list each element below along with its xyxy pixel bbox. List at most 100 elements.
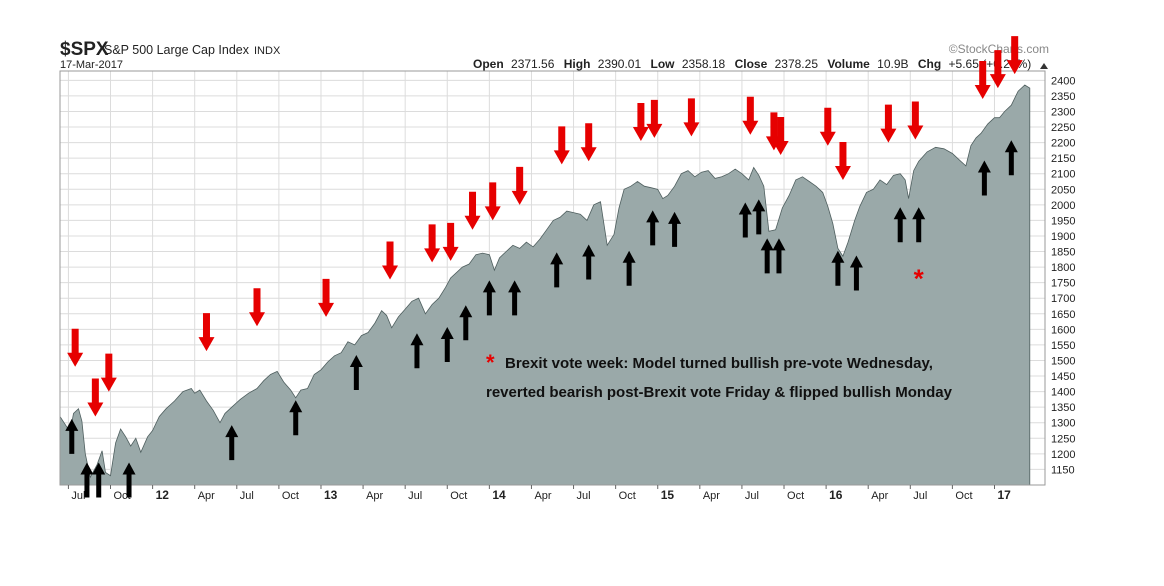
y-tick-label-4: 1350 <box>1051 402 1075 414</box>
price-area-fill <box>59 84 1031 486</box>
annotation-line-2: reverted bearish post-Brexit vote Friday… <box>486 384 953 401</box>
sell-arrow-icon-3 <box>198 313 215 352</box>
x-tick-label-1: Oct <box>114 490 131 502</box>
low-label: Low <box>651 57 676 71</box>
buy-arrow-icon-0 <box>65 418 79 454</box>
y-tick-label-20: 2150 <box>1051 153 1075 165</box>
x-tick-label-6: 13 <box>324 488 338 502</box>
stockcharts-watermark: ©StockCharts.com <box>949 42 1049 56</box>
y-tick-label-19: 2100 <box>1051 169 1075 181</box>
y-tick-label-12: 1750 <box>1051 278 1075 290</box>
close-value: 2378.25 <box>775 57 819 71</box>
buy-arrow-icon-22 <box>849 255 863 291</box>
buy-arrow-icon-23 <box>893 207 907 243</box>
buy-arrow-icon-6 <box>349 355 363 391</box>
sell-arrow-icon-14 <box>632 103 649 142</box>
y-tick-label-8: 1550 <box>1051 340 1075 352</box>
x-tick-label-7: Apr <box>366 490 383 502</box>
x-tick-label-13: Oct <box>619 490 636 502</box>
x-tick-label-15: Apr <box>703 490 720 502</box>
y-tick-label-18: 2050 <box>1051 184 1075 196</box>
sell-arrow-icon-5 <box>318 278 335 317</box>
x-axis-ticks: Jul Oct 12 Apr Jul Oct 13 Apr Jul Oct 14 Apr Jul Oct 1… <box>67 485 1011 502</box>
buy-arrow-icon-20 <box>772 238 786 274</box>
x-tick-label-17: Oct <box>787 490 804 502</box>
buy-arrow-icon-26 <box>1004 140 1018 176</box>
sell-arrow-icon-10 <box>484 182 501 221</box>
sell-arrow-icon-15 <box>646 99 663 138</box>
plot-frame <box>59 70 1046 486</box>
open-label: Open <box>473 57 504 71</box>
chart-symbol: $SPX <box>60 39 109 60</box>
sell-arrow-icon-6 <box>382 241 399 280</box>
sell-arrow-icon-12 <box>553 126 570 165</box>
y-tick-label-17: 2000 <box>1051 200 1075 212</box>
y-tick-label-21: 2200 <box>1051 138 1075 150</box>
y-tick-label-3: 1300 <box>1051 418 1075 430</box>
svg-text:Open 2371.56 H: Open 2371.56 High 2390.01 Low 2358.18 Cl… <box>473 57 1031 71</box>
sell-arrow-icon-26 <box>1006 36 1023 75</box>
buy-signal-arrows <box>65 140 1018 498</box>
y-tick-label-25: 2400 <box>1051 75 1075 87</box>
buy-arrow-icon-1 <box>80 462 94 498</box>
buy-arrow-icon-10 <box>482 280 496 316</box>
x-tick-label-0: Jul <box>71 490 85 502</box>
sell-arrow-icon-7 <box>424 224 441 263</box>
x-tick-label-16: Jul <box>745 490 759 502</box>
y-tick-label-23: 2300 <box>1051 106 1075 118</box>
y-axis-ticks: 1150 1200 1250 1300 1350 1400 1450 1500 1550 1600… <box>1051 75 1075 476</box>
buy-arrow-icon-18 <box>752 199 766 235</box>
buy-arrow-icon-7 <box>410 333 424 369</box>
ohlc-readout: Open 2371.56 High 2390.01 Low 2358.18 Cl… <box>473 57 1031 71</box>
buy-arrow-icon-11 <box>508 280 522 316</box>
sell-arrow-icon-0 <box>67 328 84 367</box>
buy-arrow-icon-8 <box>440 327 454 363</box>
buy-arrow-icon-4 <box>225 425 239 461</box>
chart-exchange: INDX <box>254 45 281 57</box>
y-tick-label-16: 1950 <box>1051 215 1075 227</box>
x-tick-label-4: Jul <box>240 490 254 502</box>
x-tick-label-8: Jul <box>408 490 422 502</box>
y-tick-label-0: 1150 <box>1051 464 1075 476</box>
buy-arrow-icon-9 <box>459 305 473 341</box>
y-tick-label-11: 1700 <box>1051 293 1075 305</box>
sell-arrow-icon-25 <box>989 50 1006 89</box>
y-tick-label-1: 1200 <box>1051 449 1075 461</box>
up-triangle-icon <box>1040 63 1048 69</box>
close-label: Close <box>735 57 768 71</box>
buy-arrow-icon-21 <box>831 250 845 286</box>
x-tick-label-5: Oct <box>282 490 299 502</box>
x-tick-label-12: Jul <box>577 490 591 502</box>
sell-arrow-icon-1 <box>87 378 104 417</box>
y-tick-label-15: 1900 <box>1051 231 1075 243</box>
annotation-asterisk: * <box>486 350 495 375</box>
sell-arrow-icon-21 <box>834 141 851 180</box>
volume-value: 10.9B <box>877 57 908 71</box>
open-value: 2371.56 <box>511 57 555 71</box>
annotation-line-1: Brexit vote week: Model turned bullish p… <box>505 355 933 372</box>
x-tick-label-11: Apr <box>534 490 551 502</box>
sell-arrow-icon-13 <box>580 123 597 162</box>
chg-label: Chg <box>918 57 941 71</box>
x-tick-label-19: Apr <box>871 490 888 502</box>
chart-index-name: S&P 500 Large Cap Index <box>104 43 250 57</box>
buy-arrow-icon-25 <box>977 160 991 196</box>
sell-arrow-icon-24 <box>974 61 991 100</box>
buy-arrow-icon-15 <box>646 210 660 246</box>
high-value: 2390.01 <box>598 57 642 71</box>
y-tick-label-7: 1500 <box>1051 355 1075 367</box>
y-tick-label-14: 1850 <box>1051 247 1075 259</box>
x-tick-label-10: 14 <box>492 488 506 502</box>
y-tick-label-13: 1800 <box>1051 262 1075 274</box>
buy-arrow-icon-16 <box>668 211 682 247</box>
x-tick-label-18: 16 <box>829 488 843 502</box>
sell-signal-arrows <box>67 36 1023 417</box>
buy-arrow-icon-3 <box>122 462 136 498</box>
x-tick-label-14: 15 <box>661 488 675 502</box>
buy-arrow-icon-14 <box>622 250 636 286</box>
volume-label: Volume <box>827 57 870 71</box>
buy-arrow-icon-13 <box>582 244 596 280</box>
price-area <box>59 84 1031 486</box>
x-tick-label-20: Jul <box>913 490 927 502</box>
buy-arrow-icon-17 <box>738 202 752 238</box>
